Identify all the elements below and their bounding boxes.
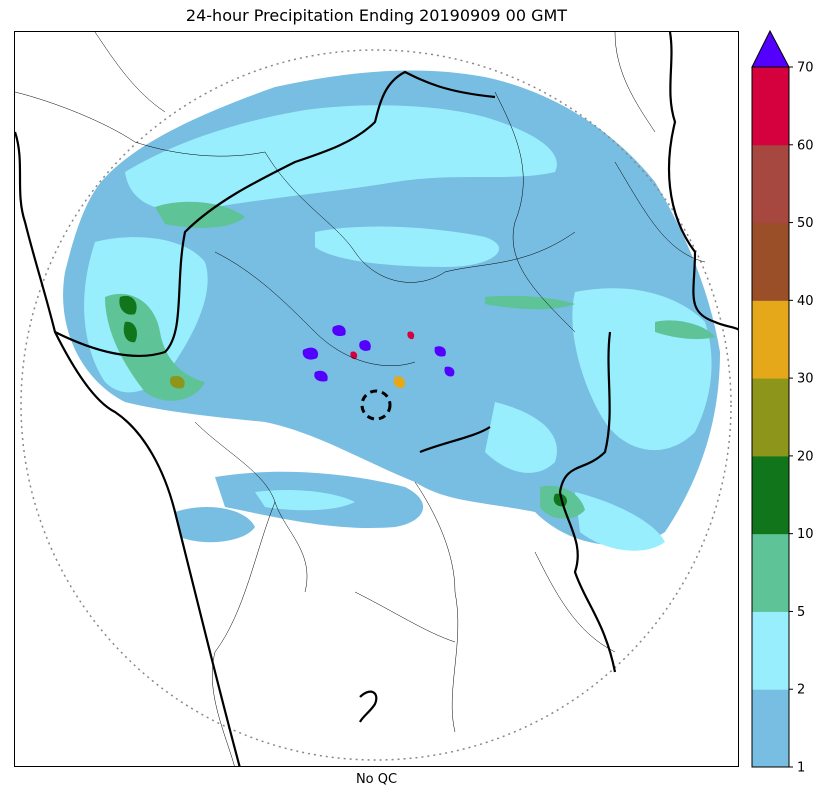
radar-site-marker [360,389,392,421]
colorbar-tick-label: 50 [797,216,814,231]
radar-range-ring [20,49,732,761]
colorbar-segments [752,67,789,768]
colorbar-segment [752,533,789,612]
colorbar-tick-label: 30 [797,372,814,387]
colorbar-ticks: 1 2 5 10 20 30 40 50 60 70 [789,61,814,776]
colorbar-tick-label: 40 [797,294,814,309]
colorbar-tick-label: 10 [797,527,814,542]
colorbar-tick-label: 20 [797,449,814,464]
precip-field-convective-cells [302,325,455,389]
state-borders [15,32,738,766]
colorbar-tick-label: 60 [797,138,814,153]
colorbar-segment [752,67,789,146]
colorbar-tick-label: 5 [797,605,805,620]
colorbar-segment [752,611,789,690]
colorbar-segment [752,378,789,457]
map-title: 24-hour Precipitation Ending 20190909 00… [185,6,568,25]
colorbar-segment [752,300,789,379]
precipitation-map [15,32,738,766]
colorbar-segment [752,222,789,301]
map-footer-label: No QC [355,772,398,787]
colorbar-frame [751,66,790,768]
colorbar-segment [752,144,789,224]
colorbar-tick-label: 70 [797,61,814,76]
map-panel [14,31,739,767]
colorbar-extend-arrow [751,29,790,68]
colorbar-tick-label: 2 [797,683,805,698]
district-borders [15,32,706,766]
colorbar-segment [752,689,789,768]
precip-field-heavy [105,201,715,519]
colorbar-segment [752,455,789,535]
colorbar-tick-label: 1 [797,761,805,776]
